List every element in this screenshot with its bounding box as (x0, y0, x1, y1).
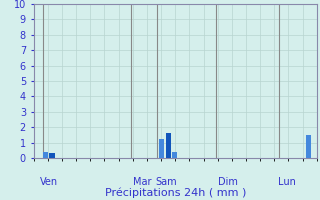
Text: Dim: Dim (218, 177, 237, 187)
Bar (159, 139, 164, 158)
Text: Lun: Lun (278, 177, 296, 187)
Text: Mar: Mar (133, 177, 152, 187)
Text: Sam: Sam (155, 177, 177, 187)
Bar (50, 153, 54, 158)
Text: Précipitations 24h ( mm ): Précipitations 24h ( mm ) (105, 188, 246, 198)
Bar (172, 152, 177, 158)
Text: Ven: Ven (40, 177, 58, 187)
Bar (306, 135, 311, 158)
Bar (165, 133, 171, 158)
Bar (43, 152, 48, 158)
